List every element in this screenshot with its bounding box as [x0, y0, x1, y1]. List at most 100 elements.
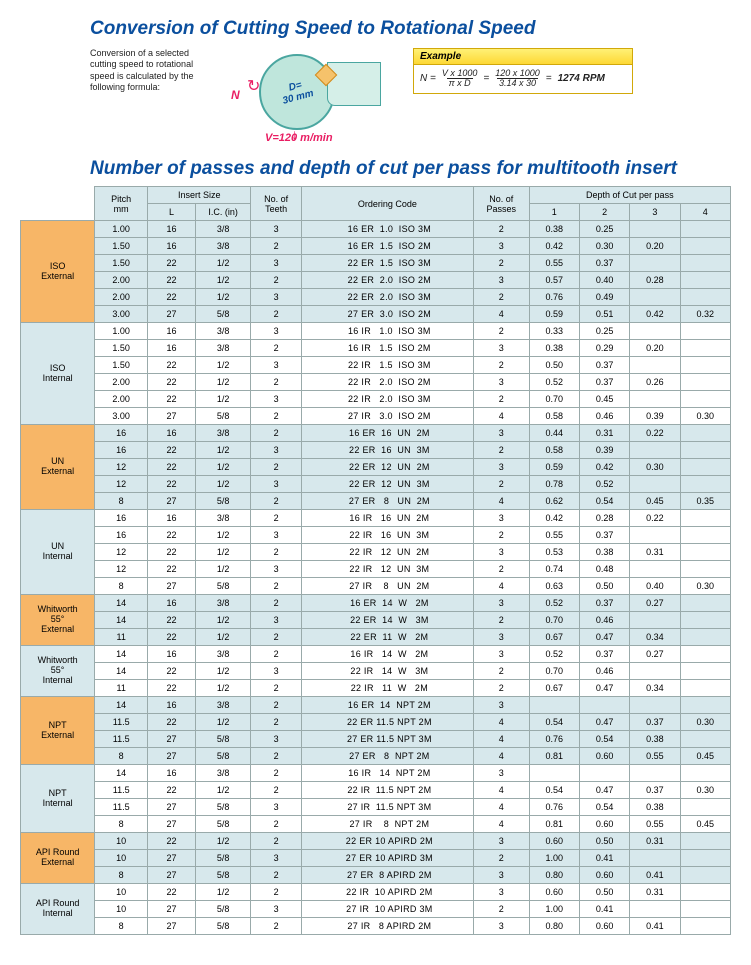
table-cell: [579, 697, 629, 714]
table-cell: 2: [473, 476, 529, 493]
table-cell: 14: [95, 595, 148, 612]
table-cell: 0.46: [579, 663, 629, 680]
table-cell: 0.29: [579, 340, 629, 357]
table-cell: 10: [95, 833, 148, 850]
table-cell: 27: [148, 306, 196, 323]
table-cell: [680, 374, 730, 391]
table-cell: 1.50: [95, 255, 148, 272]
table-cell: 16: [148, 595, 196, 612]
n-label: N: [231, 88, 240, 102]
table-cell: 27: [148, 493, 196, 510]
table-cell: 8: [95, 493, 148, 510]
table-row: 1.50221/2322 ER 1.5 ISO 3M20.550.37: [21, 255, 731, 272]
ordering-code: 16 ER 16 UN 2M: [301, 425, 473, 442]
table-cell: 8: [95, 578, 148, 595]
table-cell: 3: [473, 918, 529, 935]
table-cell: 2: [251, 493, 301, 510]
table-cell: 0.51: [579, 306, 629, 323]
table-cell: 27: [148, 748, 196, 765]
example-box: Example N = V x 1000π x D = 120 x 10003.…: [413, 48, 633, 94]
table-cell: 1/2: [195, 833, 251, 850]
table-cell: [630, 221, 680, 238]
ordering-code: 22 ER 1.5 ISO 3M: [301, 255, 473, 272]
table-row: 2.00221/2222 ER 2.0 ISO 2M30.570.400.28: [21, 272, 731, 289]
table-cell: 3: [473, 629, 529, 646]
table-cell: 0.47: [579, 714, 629, 731]
hdr-code: Ordering Code: [301, 187, 473, 221]
table-cell: [630, 850, 680, 867]
table-cell: 8: [95, 918, 148, 935]
table-cell: 2: [473, 901, 529, 918]
table-cell: [680, 884, 730, 901]
ordering-code: 27 ER 10 APIRD 3M: [301, 850, 473, 867]
table-cell: 2: [473, 612, 529, 629]
table-cell: [680, 646, 730, 663]
table-cell: 0.42: [579, 459, 629, 476]
table-cell: 2: [473, 221, 529, 238]
table-cell: 3.00: [95, 408, 148, 425]
ordering-code: 22 IR 10 APIRD 2M: [301, 884, 473, 901]
table-cell: 0.41: [630, 867, 680, 884]
table-cell: 3: [251, 323, 301, 340]
table-cell: 0.22: [630, 425, 680, 442]
ordering-code: 22 IR 2.0 ISO 2M: [301, 374, 473, 391]
table-cell: 0.60: [529, 833, 579, 850]
table-cell: 0.76: [529, 731, 579, 748]
table-cell: 3: [473, 884, 529, 901]
table-cell: 0.38: [579, 544, 629, 561]
table-cell: 2: [251, 867, 301, 884]
table-cell: 27: [148, 816, 196, 833]
example-n: N =: [420, 73, 436, 84]
table-cell: 2: [473, 561, 529, 578]
table-cell: 0.60: [579, 816, 629, 833]
table-cell: 0.31: [630, 833, 680, 850]
table-cell: 2: [473, 442, 529, 459]
table-row: 2.00221/2322 ER 2.0 ISO 3M20.760.49: [21, 289, 731, 306]
table-cell: 14: [95, 765, 148, 782]
table-cell: 0.52: [529, 595, 579, 612]
ordering-code: 16 IR 16 UN 2M: [301, 510, 473, 527]
ordering-code: 27 ER 3.0 ISO 2M: [301, 306, 473, 323]
table-cell: 0.30: [680, 408, 730, 425]
table-cell: 4: [473, 578, 529, 595]
table-cell: 2: [473, 323, 529, 340]
table-cell: [680, 850, 730, 867]
table-cell: 2: [251, 306, 301, 323]
ordering-code: 27 IR 8 NPT 2M: [301, 816, 473, 833]
hdr-d4: 4: [680, 204, 730, 221]
table-cell: [680, 442, 730, 459]
table-cell: 1/2: [195, 680, 251, 697]
table-cell: [680, 425, 730, 442]
table-cell: 14: [95, 646, 148, 663]
table-cell: 0.38: [630, 799, 680, 816]
ordering-code: 16 ER 1.0 ISO 3M: [301, 221, 473, 238]
hdr-l: L: [148, 204, 196, 221]
table-cell: 0.27: [630, 595, 680, 612]
table-cell: [680, 272, 730, 289]
frac2-num: 120 x 1000: [495, 69, 540, 78]
table-cell: 0.26: [630, 374, 680, 391]
table-cell: 3: [251, 901, 301, 918]
group-label: ISO Internal: [21, 323, 95, 425]
table-cell: [680, 255, 730, 272]
group-label: API Round Internal: [21, 884, 95, 935]
table-cell: 1/2: [195, 561, 251, 578]
table-cell: 0.55: [529, 527, 579, 544]
ordering-code: 16 IR 14 NPT 2M: [301, 765, 473, 782]
table-cell: 0.50: [579, 578, 629, 595]
table-cell: 0.55: [630, 816, 680, 833]
table-cell: 12: [95, 476, 148, 493]
table-cell: 3: [251, 221, 301, 238]
table-cell: 2.00: [95, 374, 148, 391]
table-cell: [680, 544, 730, 561]
table-cell: 11.5: [95, 782, 148, 799]
table-cell: 0.57: [529, 272, 579, 289]
table-cell: [680, 833, 730, 850]
table-cell: 0.37: [579, 357, 629, 374]
table-cell: 16: [95, 425, 148, 442]
table-cell: 2: [251, 816, 301, 833]
table-cell: 3: [473, 833, 529, 850]
table-cell: 4: [473, 493, 529, 510]
table-cell: 11.5: [95, 714, 148, 731]
table-cell: 0.58: [529, 408, 579, 425]
